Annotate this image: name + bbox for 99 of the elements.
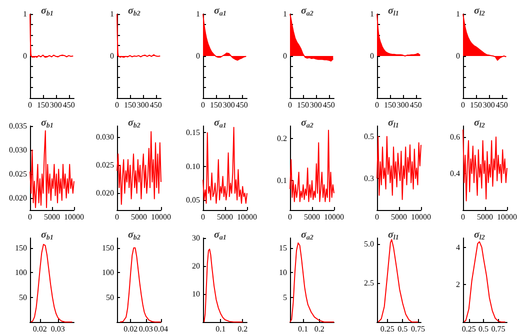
x-tick-label: 300 <box>50 100 62 110</box>
x-tick-label: 300 <box>483 100 496 110</box>
x-tick-label: 5000 <box>477 212 494 222</box>
x-tick-label: 10000 <box>64 212 84 222</box>
y-tick-label: 10 <box>192 290 200 298</box>
y-tick-label: 50 <box>19 292 27 302</box>
x-tick-label: 0.5 <box>478 324 489 334</box>
y-tick-label: 0 <box>110 52 114 60</box>
x-tick-label: 5000 <box>130 212 147 222</box>
y-tick-label: 0 <box>370 52 374 60</box>
y-tick-label: 20 <box>192 262 200 270</box>
x-tick-label: 10000 <box>324 212 344 222</box>
x-tick-label: 10000 <box>497 212 518 222</box>
y-tick-label: 100 <box>15 268 27 278</box>
y-tick-label: 5.0 <box>364 240 374 249</box>
x-tick-label: 5000 <box>217 212 234 222</box>
line-series <box>204 248 244 322</box>
y-tick-label: 15 <box>278 243 287 252</box>
y-tick-label: 0.6 <box>450 132 460 142</box>
x-tick-label: 10000 <box>237 212 258 222</box>
line-series <box>376 136 422 200</box>
x-tick-label: 0.75 <box>410 324 425 334</box>
x-tick-label: 0.75 <box>491 324 506 334</box>
x-tick-label: 0.04 <box>154 324 168 334</box>
y-tick-label: 0.15 <box>186 128 200 138</box>
y-tick-label: 2 <box>456 280 460 290</box>
x-tick-label: 450 <box>496 100 508 110</box>
y-tick-label: 0.1 <box>276 176 287 186</box>
y-tick-label: 0.4 <box>450 168 460 178</box>
y-tick-label: 0 <box>196 52 200 60</box>
x-tick-label: 0.25 <box>380 324 394 334</box>
x-tick-label: 0.02 <box>32 324 47 334</box>
x-tick-label: 0.02 <box>123 324 138 334</box>
x-tick-label: 0.1 <box>216 324 226 334</box>
x-tick-label: 0.03 <box>138 324 152 334</box>
y-tick-label: 0.025 <box>96 160 114 170</box>
y-tick-label: 1 <box>456 10 460 18</box>
x-tick-label: 300 <box>136 100 149 110</box>
y-tick-label: 0 <box>23 52 27 60</box>
line-series <box>119 247 162 322</box>
line-series <box>116 131 162 205</box>
y-tick-label: 0.5 <box>364 132 374 141</box>
y-tick-label: 2.5 <box>364 278 374 288</box>
x-tick-label: 150 <box>296 100 309 110</box>
y-tick-label: 0.020 <box>96 188 114 198</box>
y-tick-label: 50 <box>106 292 114 302</box>
x-tick-label: 5000 <box>44 212 60 222</box>
line-series <box>464 241 506 322</box>
y-tick-label: 0.2 <box>276 134 287 144</box>
y-tick-label: 0.3 <box>364 174 374 183</box>
y-tick-label: 0 <box>282 52 287 60</box>
x-tick-label: 450 <box>62 100 75 110</box>
x-tick-label: 300 <box>396 100 409 110</box>
x-tick-label: 5000 <box>390 212 407 222</box>
y-tick-label: 150 <box>102 243 114 252</box>
x-tick-label: 450 <box>236 100 248 110</box>
x-tick-label: 150 <box>36 100 49 110</box>
y-tick-label: 0.05 <box>186 195 200 204</box>
y-tick-label: 1 <box>370 10 374 18</box>
y-tick-label: 1 <box>282 10 287 18</box>
x-tick-label: 300 <box>223 100 236 110</box>
y-tick-label: 150 <box>15 243 27 252</box>
y-tick-label: 30 <box>192 234 200 242</box>
y-tick-label: 10 <box>278 268 287 278</box>
y-tick-label: 0.020 <box>9 194 27 202</box>
line-series <box>289 130 334 202</box>
line-series <box>202 126 248 204</box>
y-tick-label: 0.030 <box>96 132 114 142</box>
x-tick-label: 0.2 <box>314 324 324 334</box>
x-tick-label: 150 <box>470 100 482 110</box>
y-tick-label: 0.10 <box>186 162 200 171</box>
y-tick-label: 0.030 <box>9 146 27 154</box>
x-tick-label: 450 <box>322 100 335 110</box>
y-tick-label: 5 <box>282 292 287 302</box>
line-series <box>30 130 74 208</box>
line-series <box>462 129 508 202</box>
y-tick-label: 0.035 <box>9 122 27 130</box>
x-tick-label: 0.03 <box>50 324 65 334</box>
x-tick-label: 150 <box>384 100 396 110</box>
y-tick-label: 0.025 <box>9 170 27 178</box>
x-tick-label: 0.5 <box>397 324 408 334</box>
x-tick-label: 300 <box>310 100 322 110</box>
y-tick-label: 1 <box>23 10 27 18</box>
y-tick-label: 1 <box>110 10 114 18</box>
x-tick-label: 150 <box>210 100 222 110</box>
x-tick-label: 0.25 <box>462 324 476 334</box>
x-tick-label: 0.1 <box>298 324 308 334</box>
y-tick-label: 100 <box>102 268 114 278</box>
line-series <box>377 239 418 322</box>
x-tick-label: 450 <box>409 100 422 110</box>
x-tick-label: 0.2 <box>238 324 248 334</box>
x-tick-label: 5000 <box>304 212 320 222</box>
x-tick-label: 450 <box>149 100 162 110</box>
x-tick-label: 150 <box>124 100 136 110</box>
x-tick-label: 10000 <box>410 212 431 222</box>
y-tick-label: 0 <box>456 52 460 60</box>
y-tick-label: 1 <box>196 10 200 18</box>
y-tick-label: 4 <box>456 242 460 252</box>
x-tick-label: 10000 <box>150 212 171 222</box>
